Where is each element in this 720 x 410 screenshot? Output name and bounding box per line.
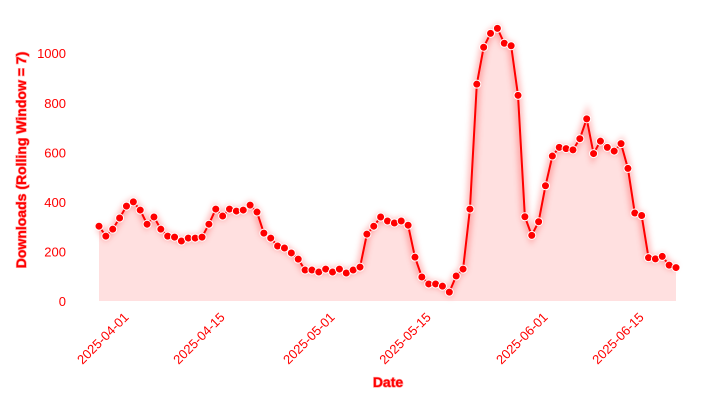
area <box>99 28 676 302</box>
x-tick-label: 2025-05-15 <box>376 310 434 368</box>
point <box>437 281 447 291</box>
point <box>513 90 523 100</box>
x-tick-label: 2025-04-01 <box>74 310 132 368</box>
point <box>472 79 482 89</box>
point <box>135 205 145 215</box>
point <box>568 145 578 155</box>
point <box>266 233 276 243</box>
point <box>657 251 667 261</box>
point <box>602 142 612 152</box>
point <box>252 207 262 217</box>
point <box>575 134 585 144</box>
point <box>293 254 303 264</box>
x-tick-label: 2025-05-01 <box>280 310 338 368</box>
point <box>595 136 605 146</box>
point <box>259 228 269 238</box>
point <box>527 230 537 240</box>
x-tick-label: 2025-04-15 <box>170 310 228 368</box>
point <box>444 287 454 297</box>
point <box>101 231 111 241</box>
point <box>410 252 420 262</box>
point <box>128 197 138 207</box>
point <box>396 216 406 226</box>
point <box>520 212 530 222</box>
y-tick-label: 1000 <box>37 46 66 61</box>
point <box>279 243 289 253</box>
point <box>197 232 207 242</box>
point <box>149 212 159 222</box>
point <box>403 220 413 230</box>
point <box>465 204 475 214</box>
point <box>492 23 502 33</box>
x-tick-label: 2025-06-01 <box>493 310 551 368</box>
point <box>582 114 592 124</box>
x-axis-title: Date <box>373 374 404 390</box>
y-tick-label: 600 <box>44 145 66 160</box>
point <box>451 271 461 281</box>
point <box>589 149 599 159</box>
point <box>142 219 152 229</box>
point <box>362 229 372 239</box>
y-tick-label: 200 <box>44 244 66 259</box>
point <box>547 151 557 161</box>
point <box>238 205 248 215</box>
point <box>637 211 647 221</box>
point <box>369 221 379 231</box>
x-tick-label: 2025-06-15 <box>589 310 647 368</box>
point <box>108 224 118 234</box>
point <box>609 146 619 156</box>
point <box>334 264 344 274</box>
point <box>286 248 296 258</box>
point <box>156 224 166 234</box>
point <box>94 221 104 231</box>
y-axis-title: Downloads (Rolling Window = 7) <box>13 52 29 268</box>
point <box>458 264 468 274</box>
point <box>623 163 633 173</box>
point <box>115 213 125 223</box>
point <box>534 217 544 227</box>
point <box>506 41 516 51</box>
y-tick-label: 0 <box>59 294 66 309</box>
point <box>616 139 626 149</box>
point <box>417 272 427 282</box>
y-tick-label: 400 <box>44 195 66 210</box>
point <box>218 211 228 221</box>
y-tick-label: 800 <box>44 96 66 111</box>
point <box>376 212 386 222</box>
point <box>204 219 214 229</box>
point <box>211 204 221 214</box>
point <box>479 42 489 52</box>
point <box>121 201 131 211</box>
point <box>170 232 180 242</box>
point <box>355 262 365 272</box>
point <box>245 200 255 210</box>
point <box>671 263 681 273</box>
point <box>540 181 550 191</box>
point <box>486 28 496 38</box>
